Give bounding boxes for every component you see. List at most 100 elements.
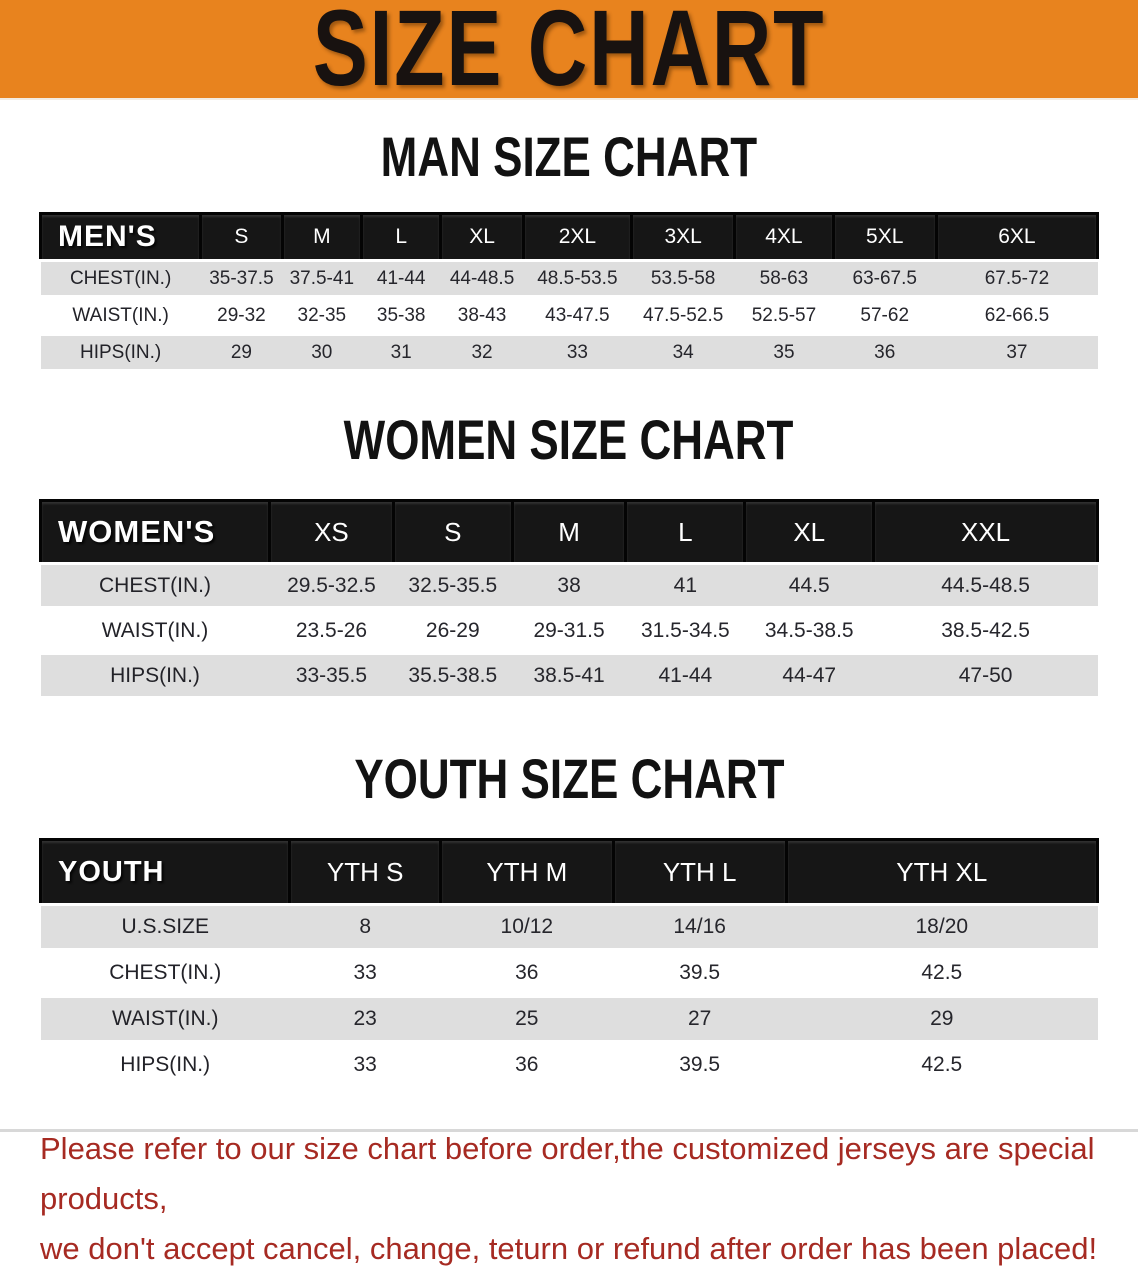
size-value: 35: [734, 334, 834, 373]
table-header-row: YOUTH YTH S YTH M YTH L YTH XL: [38, 838, 1100, 906]
size-value: 23: [289, 996, 441, 1044]
size-value: 25: [440, 996, 614, 1044]
men-size-section: MAN SIZE CHART MEN'S S M L XL 2XL 3XL 4XL 5XL 6XL…: [0, 100, 1138, 373]
size-value: 41: [625, 563, 745, 610]
size-value: 32: [440, 334, 524, 373]
size-column-header: XS: [268, 499, 395, 565]
size-column-header: YTH XL: [784, 838, 1100, 906]
size-value: 52.5-57: [734, 297, 834, 336]
size-column-header: 2XL: [521, 212, 634, 262]
size-value: 33: [523, 334, 632, 373]
row-label: HIPS(IN.): [40, 1042, 290, 1090]
size-value: 31.5-34.5: [625, 608, 745, 655]
size-value: 14/16: [613, 904, 787, 952]
size-value: 32.5-35.5: [393, 563, 513, 610]
size-value: 29: [786, 996, 1098, 1044]
size-value: 48.5-53.5: [523, 260, 632, 299]
disclaimer-line-1: Please refer to our size chart before or…: [40, 1131, 1095, 1216]
size-value: 18/20: [786, 904, 1098, 952]
youth-size-section: YOUTH SIZE CHART YOUTH YTH S YTH M YTH L YTH…: [0, 700, 1138, 1090]
size-value: 29-31.5: [512, 608, 626, 655]
table-header-row: WOMEN'S XS S M L XL XXL: [38, 499, 1099, 565]
size-value: 67.5-72: [936, 260, 1098, 299]
size-column-header: 4XL: [733, 212, 835, 262]
measurement-row: HIPS(IN.) 33 36 39.5 42.5: [40, 1042, 1098, 1090]
size-column-header: 5XL: [831, 212, 938, 262]
row-label: WAIST(IN.): [40, 996, 290, 1044]
youth-size-table: YOUTH YTH S YTH M YTH L YTH XL U.S.SIZE 8 10/12…: [38, 838, 1100, 1090]
size-value: 33: [289, 950, 441, 998]
measurement-row: HIPS(IN.) 33-35.5 35.5-38.5 38.5-41 41-44 44-…: [40, 653, 1098, 700]
size-value: 41-44: [361, 260, 441, 299]
women-size-table: WOMEN'S XS S M L XL XXL CHEST(IN.) 29.5-32.5 32.5…: [38, 499, 1099, 700]
size-column-header: M: [510, 499, 628, 565]
women-section-heading-text: WOMEN SIZE CHART: [344, 408, 794, 472]
size-value: 44.5-48.5: [873, 563, 1098, 610]
size-value: 30: [282, 334, 362, 373]
size-value: 44-48.5: [440, 260, 524, 299]
size-column-header: YTH S: [288, 838, 442, 906]
size-column-header: XL: [439, 212, 525, 262]
men-size-table: MEN'S S M L XL 2XL 3XL 4XL 5XL 6XL CHEST(IN.) 35-37…: [38, 212, 1100, 373]
measurement-row: CHEST(IN.) 29.5-32.5 32.5-35.5 38 41 44.5 44.5…: [40, 563, 1098, 610]
page-title: SIZE CHART: [312, 0, 826, 109]
size-value: 36: [440, 1042, 614, 1090]
table-title: WOMEN'S: [38, 499, 272, 565]
size-column-header: YTH M: [438, 838, 615, 906]
table-title: MEN'S: [38, 212, 203, 262]
size-value: 42.5: [786, 1042, 1098, 1090]
measurement-row: U.S.SIZE 8 10/12 14/16 18/20: [40, 904, 1098, 952]
youth-section-heading-text: YOUTH SIZE CHART: [353, 747, 785, 811]
size-column-header: M: [280, 212, 364, 262]
women-section-heading: WOMEN SIZE CHART: [0, 373, 1138, 499]
size-value: 27: [613, 996, 787, 1044]
size-column-header: XL: [743, 499, 876, 565]
row-label: HIPS(IN.): [40, 334, 201, 373]
size-value: 10/12: [440, 904, 614, 952]
row-label: WAIST(IN.): [40, 297, 201, 336]
measurement-row: WAIST(IN.) 29-32 32-35 35-38 38-43 43-47.5 47.…: [40, 297, 1098, 336]
size-value: 31: [361, 334, 441, 373]
row-label: CHEST(IN.): [40, 950, 290, 998]
men-section-heading: MAN SIZE CHART: [0, 100, 1138, 212]
men-section-heading-text: MAN SIZE CHART: [380, 125, 758, 189]
size-value: 47.5-52.5: [631, 297, 735, 336]
disclaimer: Please refer to our size chart before or…: [40, 1124, 1118, 1274]
size-value: 57-62: [833, 297, 937, 336]
measurement-row: CHEST(IN.) 33 36 39.5 42.5: [40, 950, 1098, 998]
table-title: YOUTH: [38, 838, 292, 906]
size-value: 42.5: [786, 950, 1098, 998]
size-value: 47-50: [873, 653, 1098, 700]
size-value: 32-35: [282, 297, 362, 336]
size-value: 38.5-42.5: [873, 608, 1098, 655]
size-value: 23.5-26: [269, 608, 394, 655]
row-label: U.S.SIZE: [40, 904, 290, 952]
size-value: 43-47.5: [523, 297, 632, 336]
size-value: 38.5-41: [512, 653, 626, 700]
size-value: 44.5: [744, 563, 874, 610]
size-column-header: L: [624, 499, 747, 565]
size-value: 8: [289, 904, 441, 952]
size-value: 36: [440, 950, 614, 998]
size-value: 34.5-38.5: [744, 608, 874, 655]
size-value: 29: [200, 334, 283, 373]
size-value: 29.5-32.5: [269, 563, 394, 610]
row-label: CHEST(IN.): [40, 260, 201, 299]
size-value: 26-29: [393, 608, 513, 655]
size-value: 35-38: [361, 297, 441, 336]
size-value: 35-37.5: [200, 260, 283, 299]
size-value: 39.5: [613, 1042, 787, 1090]
size-value: 33-35.5: [269, 653, 394, 700]
youth-section-heading: YOUTH SIZE CHART: [0, 700, 1138, 838]
measurement-row: WAIST(IN.) 23 25 27 29: [40, 996, 1098, 1044]
size-column-header: YTH L: [611, 838, 788, 906]
women-size-section: WOMEN SIZE CHART WOMEN'S XS S M L XL XXL CHEST(…: [0, 373, 1138, 700]
size-value: 29-32: [200, 297, 283, 336]
measurement-row: WAIST(IN.) 23.5-26 26-29 29-31.5 31.5-34.5 34…: [40, 608, 1098, 655]
size-value: 62-66.5: [936, 297, 1098, 336]
size-value: 63-67.5: [833, 260, 937, 299]
size-column-header: 3XL: [630, 212, 737, 262]
banner: SIZE CHART: [0, 0, 1138, 109]
size-value: 38: [512, 563, 626, 610]
table-header-row: MEN'S S M L XL 2XL 3XL 4XL 5XL 6XL: [38, 212, 1100, 262]
